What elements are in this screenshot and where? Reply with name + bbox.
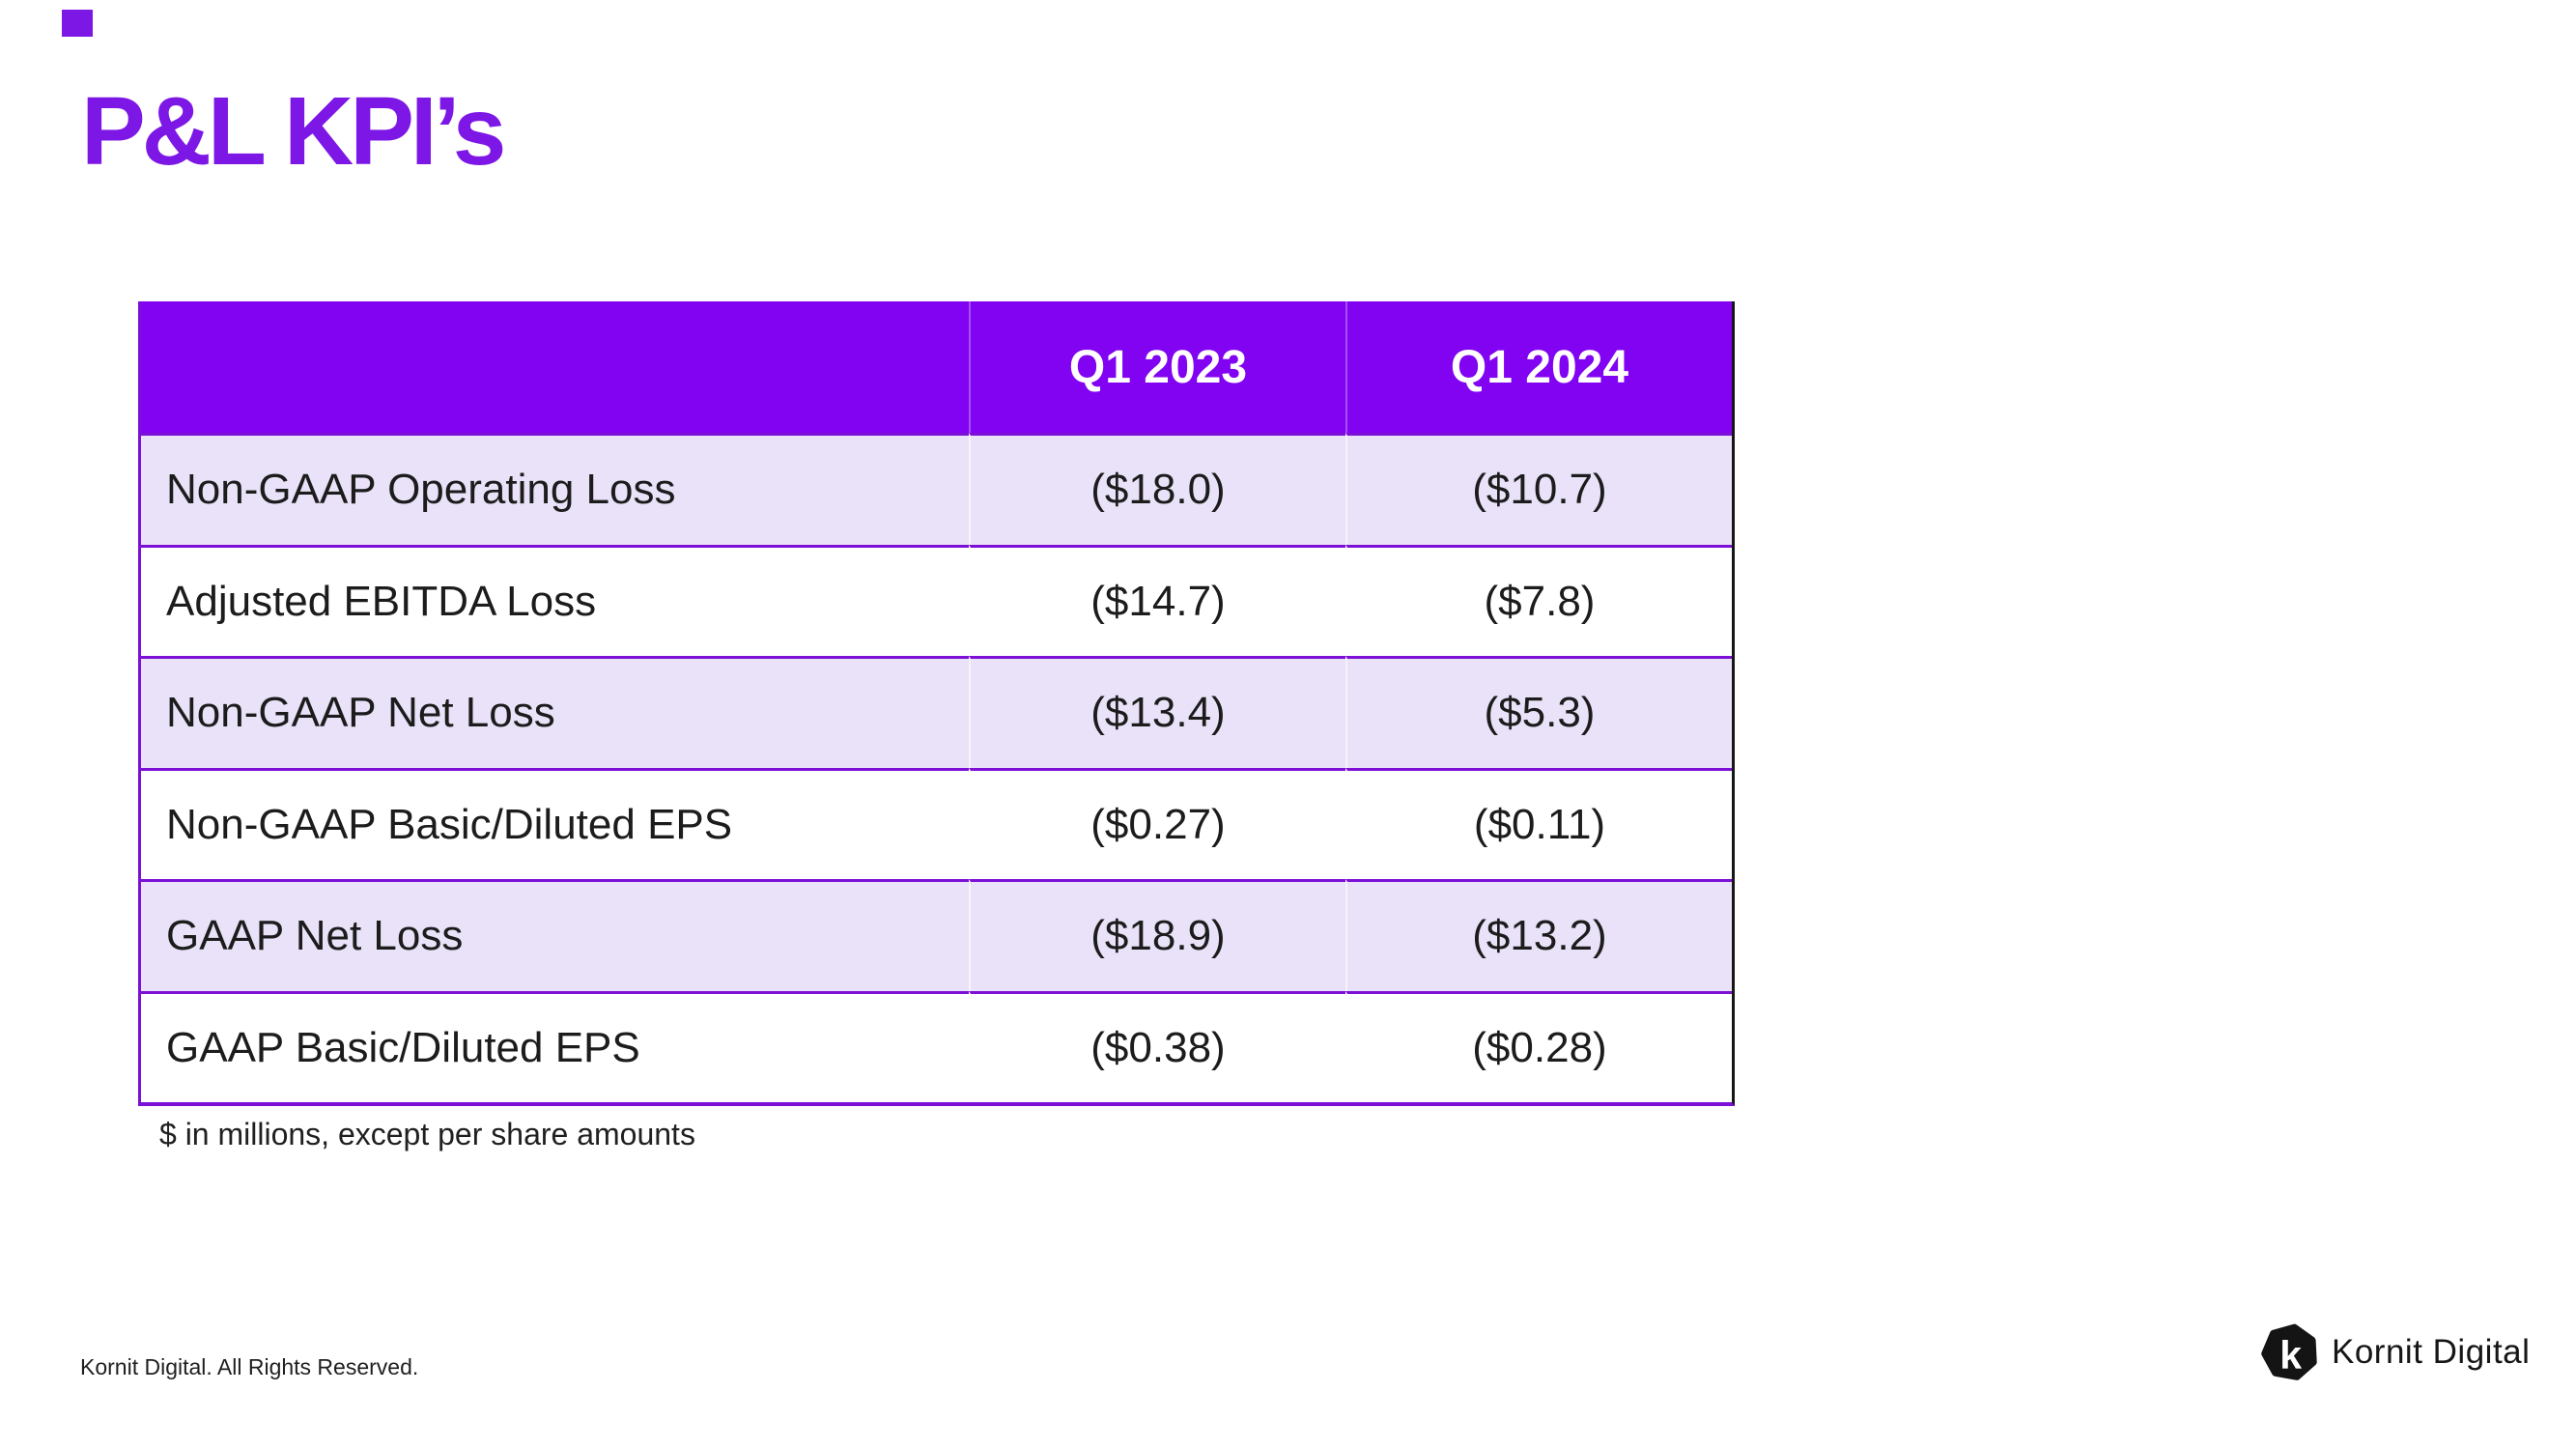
row-value-q1-2024: ($13.2) — [1345, 879, 1732, 991]
header-cell-q1-2024: Q1 2024 — [1345, 301, 1732, 433]
row-value-q1-2023: ($18.0) — [969, 433, 1345, 545]
row-value-q1-2023: ($13.4) — [969, 656, 1345, 768]
row-value-q1-2023: ($18.9) — [969, 879, 1345, 991]
row-label: Non-GAAP Operating Loss — [141, 433, 969, 545]
header-cell-blank — [141, 301, 969, 433]
corner-accent — [62, 10, 93, 37]
page-title: P&L KPI’s — [81, 77, 506, 185]
footnote: $ in millions, except per share amounts — [159, 1117, 695, 1151]
row-value-q1-2023: ($0.27) — [969, 767, 1345, 879]
row-label: GAAP Basic/Diluted EPS — [141, 990, 969, 1102]
row-value-q1-2024: ($10.7) — [1345, 433, 1732, 545]
row-value-q1-2024: ($5.3) — [1345, 656, 1732, 768]
copyright: Kornit Digital. All Rights Reserved. — [80, 1354, 419, 1379]
kornit-logo-text: Kornit Digital — [2332, 1333, 2531, 1371]
row-value-q1-2024: ($0.11) — [1345, 767, 1732, 879]
row-value-q1-2024: ($0.28) — [1345, 990, 1732, 1102]
kornit-logo-mark-icon: k — [2261, 1323, 2317, 1380]
logo-letter: k — [2279, 1333, 2302, 1378]
row-label: Non-GAAP Basic/Diluted EPS — [141, 767, 969, 879]
header-cell-q1-2023: Q1 2023 — [969, 301, 1345, 433]
row-label: GAAP Net Loss — [141, 879, 969, 991]
row-value-q1-2023: ($14.7) — [969, 544, 1345, 656]
row-value-q1-2024: ($7.8) — [1345, 544, 1732, 656]
row-label: Adjusted EBITDA Loss — [141, 544, 969, 656]
row-label: Non-GAAP Net Loss — [141, 656, 969, 768]
kornit-logo: k Kornit Digital — [2260, 1321, 2530, 1383]
kpi-table: Q1 2023 Q1 2024 Non-GAAP Operating Loss … — [138, 301, 1735, 1106]
row-value-q1-2023: ($0.38) — [969, 990, 1345, 1102]
